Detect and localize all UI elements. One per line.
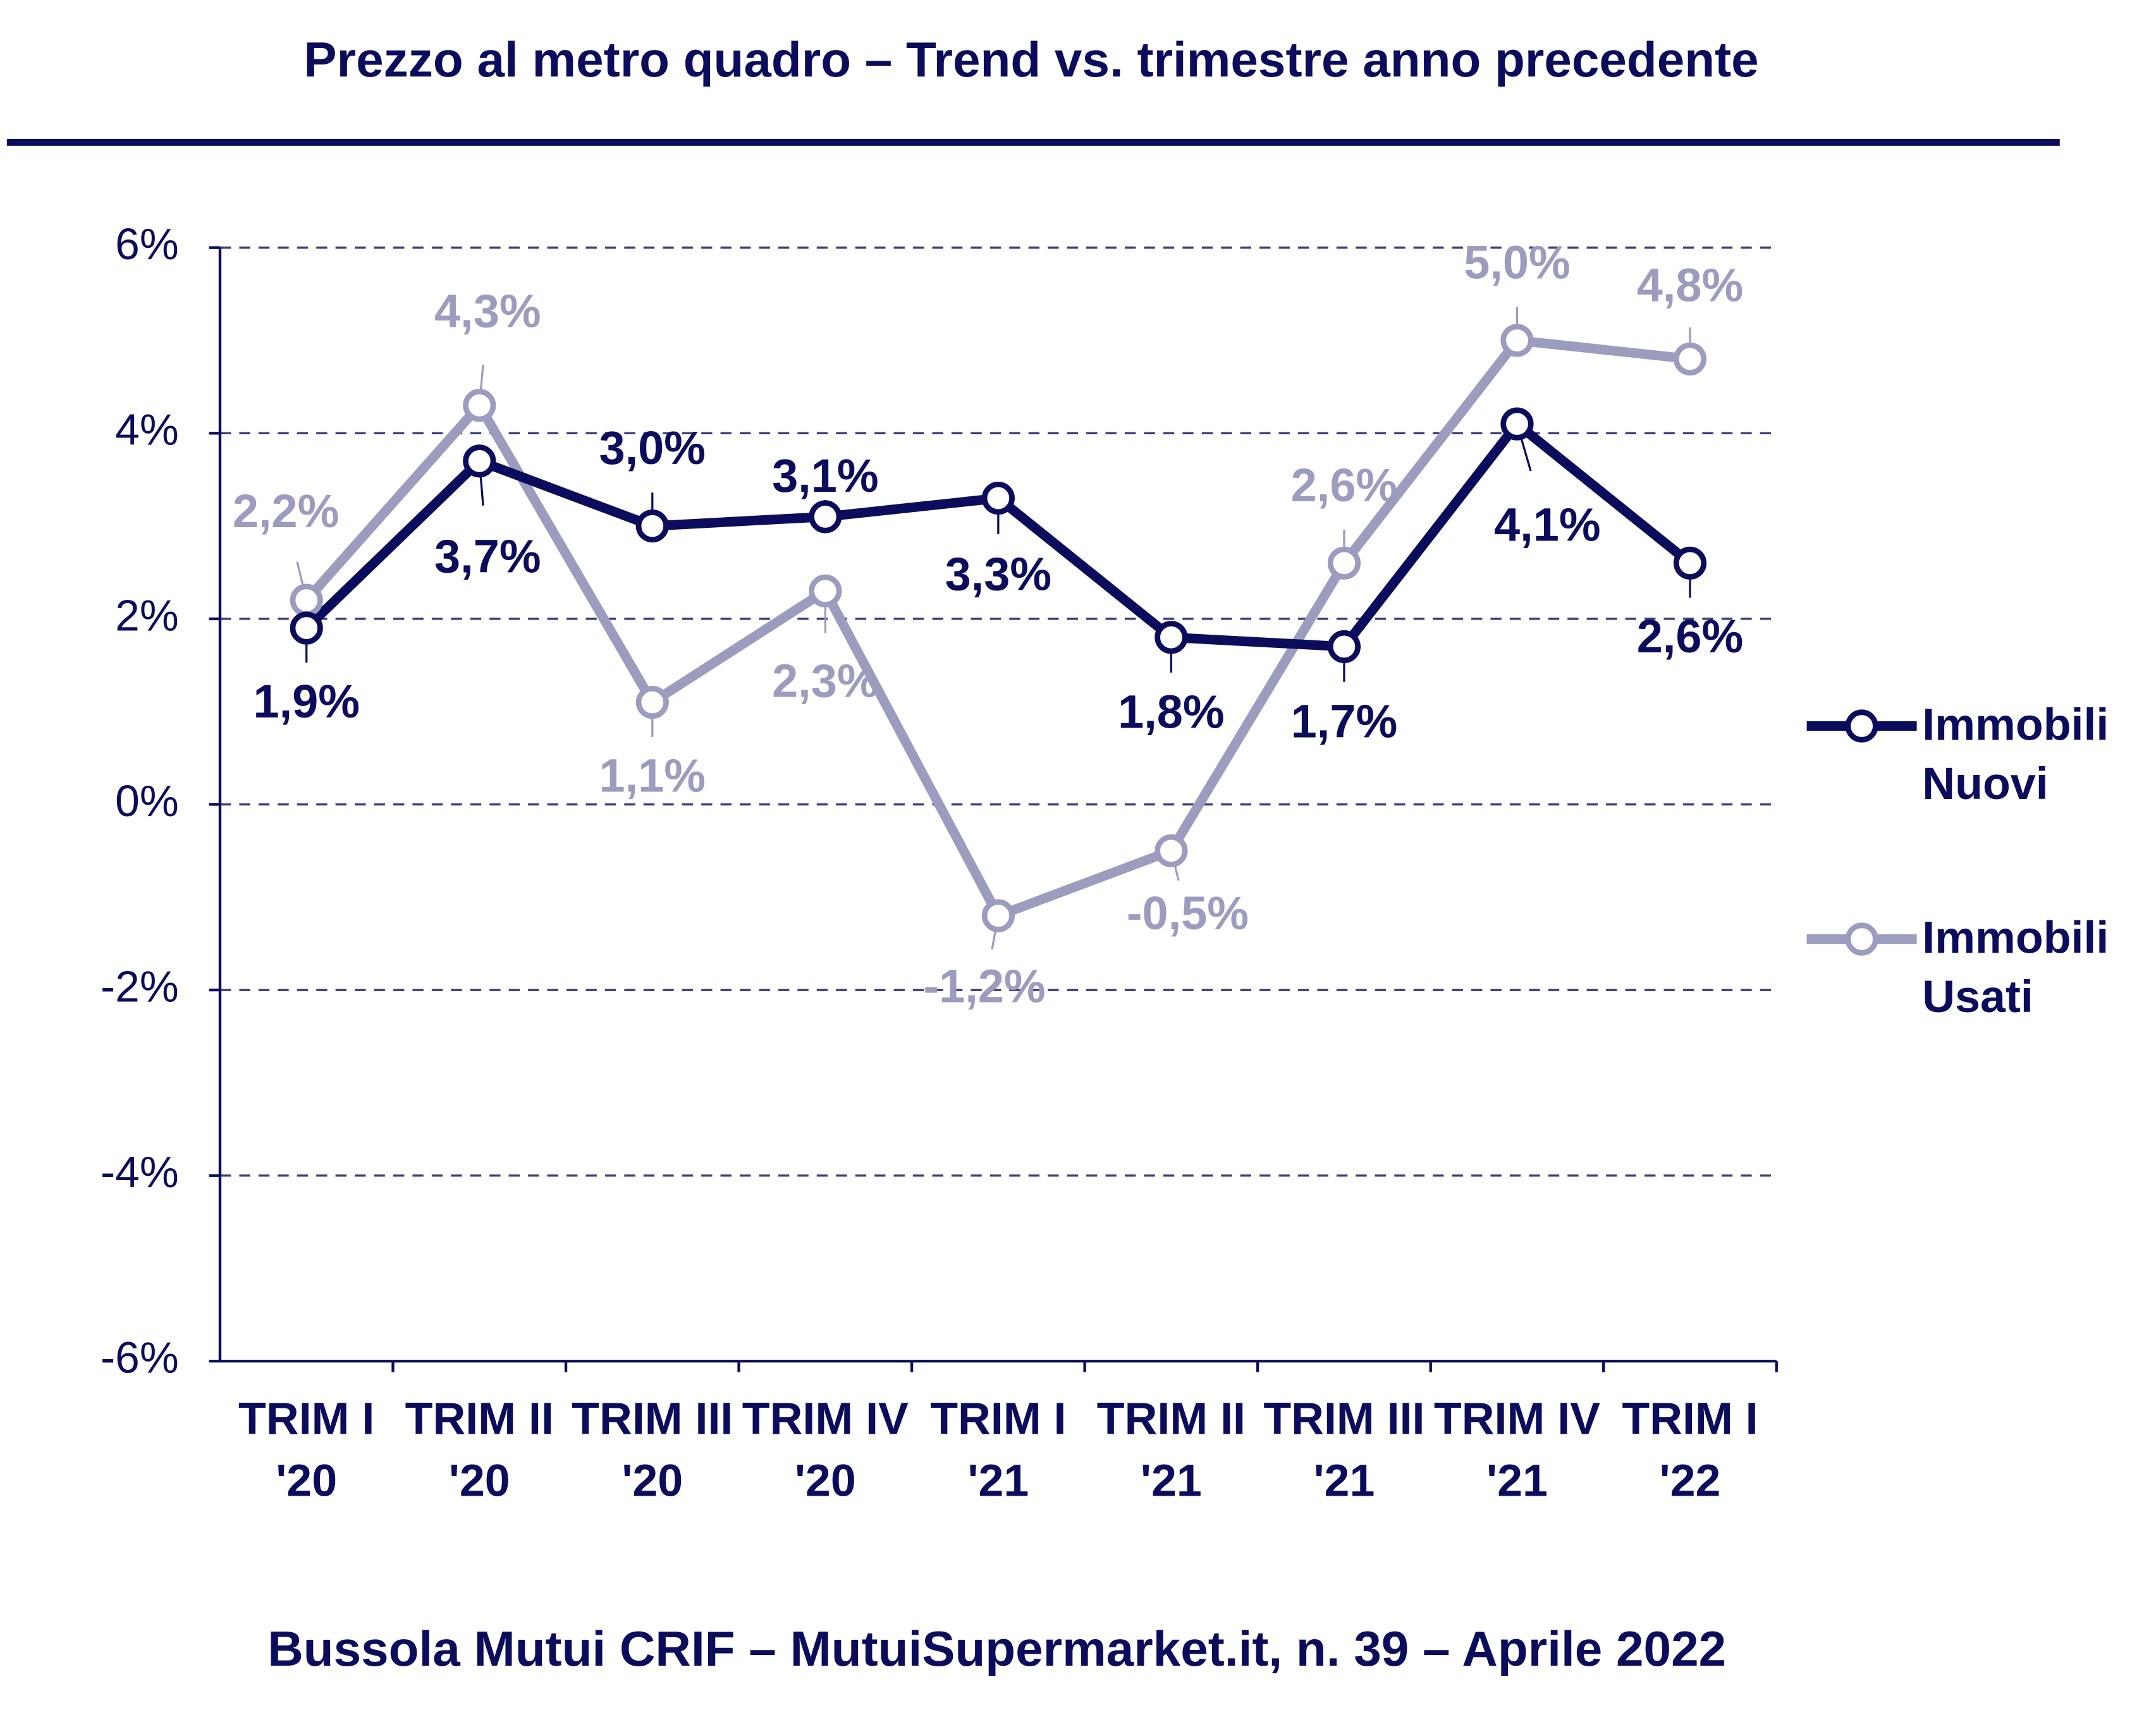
x-tick-label-box: TRIM I '21 bbox=[930, 1393, 1067, 1505]
data-label: 4,3% bbox=[434, 284, 541, 337]
marker bbox=[290, 611, 323, 645]
y-tick-label: -2% bbox=[101, 961, 179, 1011]
data-label: 2,6% bbox=[1291, 459, 1398, 511]
data-label: 2,2% bbox=[233, 485, 340, 537]
data-label: 5,0% bbox=[1464, 236, 1571, 289]
data-label: 1,9% bbox=[253, 675, 360, 728]
x-tick-label: TRIM IV '20 bbox=[742, 1393, 909, 1505]
data-label: 1,1% bbox=[599, 749, 706, 802]
marker bbox=[809, 500, 842, 534]
marker bbox=[1155, 834, 1188, 867]
marker bbox=[1673, 546, 1707, 580]
legend-marker bbox=[1845, 922, 1878, 956]
chart-title: Prezzo al metro quadro – Trend vs. trime… bbox=[303, 32, 1758, 87]
y-tick-label: -4% bbox=[101, 1147, 179, 1197]
x-tick-label-box: TRIM IV '20 bbox=[742, 1393, 909, 1505]
marker bbox=[981, 481, 1015, 515]
data-label: 1,8% bbox=[1118, 686, 1225, 738]
marker bbox=[635, 685, 669, 719]
data-label: 3,0% bbox=[599, 422, 706, 474]
y-tick-label: 4% bbox=[115, 405, 179, 455]
data-label: -0,5% bbox=[1127, 887, 1249, 939]
data-label: 2,6% bbox=[1637, 610, 1744, 662]
y-tick-label: -6% bbox=[101, 1333, 179, 1382]
marker bbox=[1327, 630, 1361, 664]
footer: Bussola Mutui CRIF – MutuiSupermarket.it… bbox=[267, 1621, 1726, 1676]
x-tick-label-box: TRIM I '22 bbox=[1622, 1393, 1758, 1505]
legend-label: Immobili Nuovi bbox=[1922, 699, 2109, 809]
y-tick-label: 2% bbox=[115, 590, 179, 640]
legend-label-box: Immobili Nuovi bbox=[1922, 699, 2109, 809]
x-tick-label: TRIM III '20 bbox=[572, 1393, 733, 1505]
legend-label: Immobili Usati bbox=[1922, 912, 2109, 1022]
marker bbox=[463, 444, 496, 478]
x-tick-label-box: TRIM IV '21 bbox=[1433, 1393, 1601, 1505]
data-label: -1,2% bbox=[924, 960, 1046, 1013]
legend-marker bbox=[1845, 709, 1878, 743]
x-tick-label-box: TRIM II '21 bbox=[1096, 1393, 1246, 1505]
x-tick-label-box: TRIM III '20 bbox=[572, 1393, 733, 1505]
x-tick-label: TRIM III '21 bbox=[1263, 1393, 1425, 1505]
x-tick-label-box: TRIM I '20 bbox=[238, 1393, 375, 1505]
marker bbox=[1673, 342, 1707, 375]
series-line bbox=[303, 335, 1691, 921]
data-label: 3,3% bbox=[945, 548, 1052, 601]
data-label: 1,7% bbox=[1291, 695, 1398, 747]
x-tick-label: TRIM II '21 bbox=[1096, 1393, 1246, 1505]
legend-label-box: Immobili Usati bbox=[1922, 912, 2109, 1022]
data-label: 2,3% bbox=[772, 654, 879, 707]
data-label: 4,8% bbox=[1637, 259, 1744, 311]
x-tick-label: TRIM I '21 bbox=[930, 1393, 1067, 1505]
marker bbox=[290, 583, 323, 617]
y-tick-label: 6% bbox=[115, 219, 179, 269]
marker bbox=[463, 389, 496, 422]
x-tick-label-box: TRIM III '21 bbox=[1263, 1393, 1425, 1505]
marker bbox=[1327, 546, 1361, 580]
marker bbox=[809, 574, 842, 607]
data-label: 4,1% bbox=[1494, 498, 1601, 551]
data-label: 3,1% bbox=[772, 449, 879, 502]
data-label: 3,7% bbox=[434, 530, 541, 582]
marker bbox=[1155, 621, 1188, 654]
y-tick-label: 0% bbox=[115, 776, 179, 826]
marker bbox=[1500, 407, 1534, 441]
x-tick-label-box: TRIM II '20 bbox=[405, 1393, 554, 1505]
x-tick-label: TRIM IV '21 bbox=[1433, 1393, 1601, 1505]
marker bbox=[635, 510, 669, 543]
marker bbox=[981, 899, 1015, 932]
marker bbox=[1500, 324, 1534, 357]
x-tick-label: TRIM II '20 bbox=[405, 1393, 554, 1505]
title-rule bbox=[6, 138, 2060, 146]
x-tick-label: TRIM I '22 bbox=[1622, 1393, 1758, 1505]
x-tick-label: TRIM I '20 bbox=[238, 1393, 375, 1505]
